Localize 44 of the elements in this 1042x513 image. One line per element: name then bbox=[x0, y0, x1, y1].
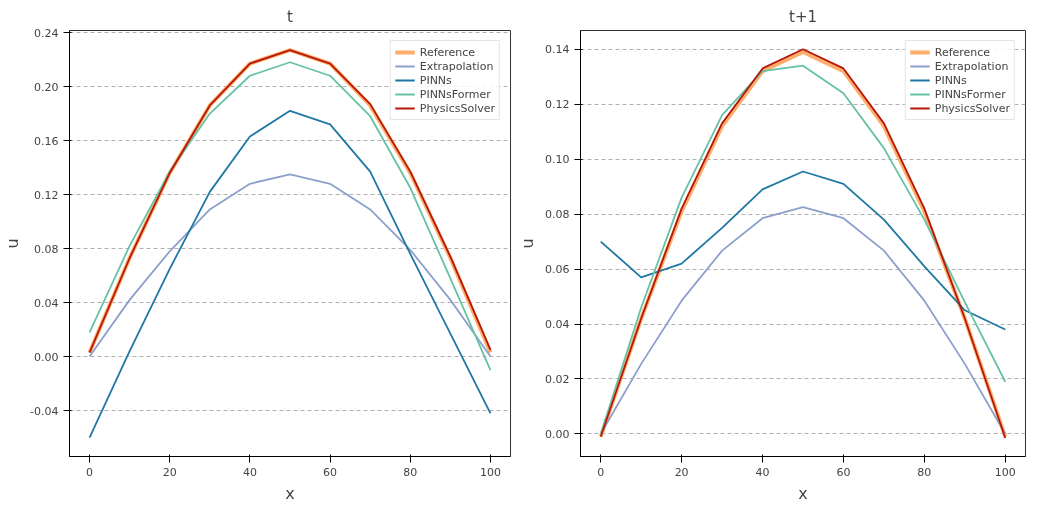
legend-label: PINNs bbox=[419, 73, 452, 87]
x-tick-label: 40 bbox=[242, 465, 257, 479]
y-tick-label: 0.14 bbox=[545, 43, 570, 57]
y-tick-label: 0.12 bbox=[34, 188, 59, 202]
x-axis-title: x bbox=[798, 483, 808, 503]
y-tick-label: 0.04 bbox=[545, 318, 570, 332]
chart-title: t+1 bbox=[789, 7, 817, 26]
y-axis-title: u bbox=[3, 238, 23, 249]
legend-label: PhysicsSolver bbox=[934, 101, 1010, 115]
legend-label: Reference bbox=[934, 45, 991, 59]
legend-label: PINNsFormer bbox=[934, 87, 1006, 101]
y-tick-label: 0.12 bbox=[545, 98, 570, 112]
x-tick-label: 100 bbox=[479, 465, 501, 479]
x-tick-label: 20 bbox=[674, 465, 689, 479]
chart-title: t bbox=[287, 7, 294, 26]
y-tick-label: 0.02 bbox=[545, 373, 570, 386]
x-axis-title: x bbox=[285, 483, 295, 503]
x-tick-label: 80 bbox=[403, 465, 418, 479]
legend-label: Extrapolation bbox=[934, 59, 1009, 73]
y-tick-label: 0.20 bbox=[34, 80, 59, 94]
legend-label: PINNs bbox=[934, 73, 967, 87]
y-tick-label: 0.10 bbox=[545, 153, 570, 167]
legend-label: Reference bbox=[419, 45, 476, 59]
y-tick-label: 0.24 bbox=[34, 26, 59, 40]
y-axis-title: u bbox=[518, 238, 538, 249]
y-tick-label: 0.16 bbox=[34, 134, 59, 148]
y-tick-label: 0.06 bbox=[545, 263, 570, 277]
x-tick-label: 100 bbox=[994, 465, 1016, 479]
y-tick-label: -0.04 bbox=[30, 404, 59, 418]
x-tick-label: 40 bbox=[755, 465, 770, 479]
y-tick-label: 0.00 bbox=[34, 350, 59, 364]
x-tick-label: 0 bbox=[86, 465, 94, 479]
x-tick-label: 0 bbox=[597, 465, 605, 479]
x-tick-label: 60 bbox=[323, 465, 338, 479]
legend-label: PhysicsSolver bbox=[419, 101, 495, 115]
legend-label: Extrapolation bbox=[419, 59, 494, 73]
y-tick-label: 0.08 bbox=[34, 242, 59, 256]
y-tick-label: 0.08 bbox=[545, 208, 570, 222]
legend-label: PINNsFormer bbox=[419, 87, 491, 101]
x-tick-label: 60 bbox=[836, 465, 851, 479]
x-tick-label: 20 bbox=[162, 465, 177, 479]
x-tick-label: 80 bbox=[917, 465, 932, 479]
y-tick-label: 0.04 bbox=[34, 296, 59, 310]
y-tick-label: 0.00 bbox=[545, 427, 570, 441]
